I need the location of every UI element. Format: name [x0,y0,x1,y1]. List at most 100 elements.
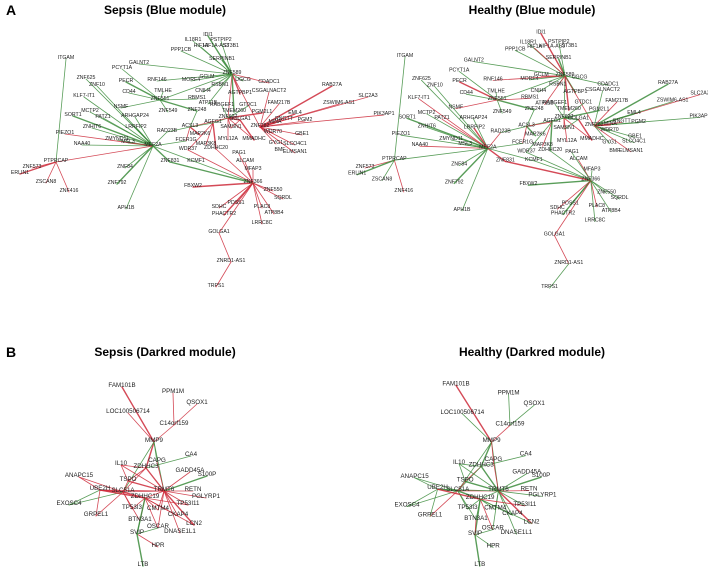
sepsis-blue-edge-znf282-rab27a [259,85,333,128]
sepsis-blue-node-gyg1: GYG1 [269,140,284,146]
sepsis-blue-node-sort1: SORT1 [64,112,81,118]
healthy-blue-edge-mef2a-ptprcap [393,147,489,161]
healthy-darkred-edge-mmp9-slc51a [457,441,493,492]
sepsis-blue-node-wdr37: WDR37 [179,146,197,152]
sepsis-darkred-edge-trmt6-zdhhc19 [144,490,165,499]
healthy-blue-edge-mef2a-znf831 [487,147,507,163]
sepsis-darkred-node-ube2h: UBE2H [90,485,111,492]
sepsis-blue-edge-znf282-slco4c1 [259,126,296,146]
healthy-darkred-edge-trmt6-s100p [497,476,542,492]
healthy-blue-edge-znf282-gyg1 [593,125,610,144]
healthy-blue-node-il18r1: IL18R1 [520,39,537,45]
sepsis-blue-node-lrrc8c: LRRC8C [252,220,273,226]
healthy-darkred-node-s100p: S100P [532,472,551,479]
healthy-blue-edge-mef2a-znf10 [434,86,489,149]
healthy-darkred-edge-qsox1-c14orf159 [509,404,535,426]
sepsis-blue-edge-ptprcap-zscan8 [45,161,57,184]
healthy-blue-edge-znf589-tmem260 [564,75,570,111]
healthy-darkred-edge-zdhhc3-ca4 [480,455,527,467]
healthy-blue-node-pik3ap1: PIK3AP1 [689,113,708,119]
healthy-blue-node-mctp2: MCTP2 [418,110,436,116]
healthy-blue-node-map2k6: MAP2K6 [525,132,546,138]
healthy-blue-node-lrrc8c: LRRC8C [585,218,606,224]
healthy-darkred-node-il10: IL10 [453,459,466,466]
sepsis-darkred-edge-trmt6-oscar [157,490,165,529]
healthy-blue-edge-acsl3-fcer1g [522,126,527,144]
sepsis-darkred-edge-zdhhc3-trmt6 [145,467,165,492]
sepsis-darkred-edge-loc100506714-mmp9 [127,412,155,443]
healthy-darkred-edge-fam101b-mmp9 [455,384,493,443]
healthy-blue-edge-ptprcap-zscan8 [381,159,395,182]
sepsis-darkred-node-lcn2: LCN2 [186,520,202,527]
sepsis-blue-node-znf551: ZNF551 [151,96,170,102]
healthy-blue-node-znf248: ZNF248 [525,106,544,112]
healthy-blue-edge-agfg1-zdhhc20 [549,121,553,152]
sepsis-darkred-edge-svip-oscar [136,527,159,535]
healthy-blue-edge-mef2a-lrrfip2 [473,127,489,150]
healthy-blue-edge-znf589-hif1a [534,47,566,77]
healthy-blue-edge-znf282-rab27a [593,83,669,127]
sepsis-darkred-edge-zdhhc19-tp53i11 [144,497,189,506]
healthy-blue-edge-znf551-rbms1 [496,98,531,101]
sepsis-blue-edge-znf366-sdhc [218,182,254,209]
sepsis-darkred-edge-ube2h-anapc15 [78,476,101,491]
sepsis-blue-edge-znf589-cdadc1 [231,73,270,84]
healthy-darkred-node-dnase1l1: DNASE1L1 [501,529,533,536]
healthy-blue-edge-znf282-csgalnact2 [593,90,603,127]
sepsis-blue-edge-znf551-znf549 [159,99,169,113]
healthy-blue-node-fbxw2: FBXW2 [519,181,537,187]
sepsis-blue-edge-znf551-pcyt1a [121,68,161,101]
healthy-blue-edge-znf589-znf627 [563,75,566,119]
healthy-blue-node-gyg1: GYG1 [602,139,617,145]
healthy-blue-edge-znf589-znf551 [496,75,566,101]
sepsis-darkred-edge-trmt6-s100p [163,475,208,492]
healthy-blue-node-atp8b4: ATP8B4 [602,208,621,214]
sepsis-blue-edge-znf551-rbms1 [159,98,198,101]
healthy-blue-edge-znf366-fbxw2 [527,179,592,186]
sepsis-blue-node-tmlhe: TMLHE [154,88,172,94]
sepsis-darkred-edge-ube2h-zdhhc19 [99,489,146,499]
sepsis-blue-node-slc2a3: SLC2A3 [358,93,377,99]
sepsis-blue-node-rngtt: RNGTT [275,116,294,122]
sepsis-darkred-edge-trmt6-ube2h [99,489,165,492]
healthy-blue-edge-znf366-zdhhc20 [549,150,592,182]
sepsis-darkred-edge-zdhhc19-lcn2 [144,497,195,526]
sepsis-darkred-edge-slc51a-grpel1 [95,491,124,517]
healthy-blue-edge-znf627-rabgef1 [554,103,565,119]
healthy-darkred-node-exosc4: EXOSC4 [394,502,420,509]
sepsis-blue-edge-znf589-cnih4 [202,73,233,93]
healthy-darkred-edge-slc51a-anapc15 [414,477,459,492]
sepsis-blue-node-ptprcap: PTPRCAP [44,158,69,164]
sepsis-blue-edge-znf589-hif1a [200,46,233,75]
sepsis-darkred-edge-fam101b-mmp9 [121,386,155,443]
sepsis-blue-node-gtdc1: GTDC1 [239,102,257,108]
sepsis-blue-node-gclm: GCLM [200,74,215,80]
sepsis-darkred-edge-c14orf159-mmp9 [153,424,175,443]
healthy-blue-edge-znf366-atp8b4 [590,180,612,213]
healthy-blue-node-tmem260: TMEM260 [557,106,581,112]
healthy-blue-edge-znf282-slco4c1 [593,125,635,144]
sepsis-blue-node-agfg1: AGFG1 [204,119,222,125]
sepsis-blue-edge-mef2a-znf831 [152,145,171,163]
sepsis-blue-node-znf550: ZNF550 [264,187,283,193]
healthy-blue-node-pecr: PECR [452,78,467,84]
healthy-blue-edge-znf589-serpinb1 [557,58,566,77]
sepsis-blue-edge-znf589-galnt2 [138,63,233,75]
healthy-darkred-edge-slc51a-exosc4 [406,490,459,508]
healthy-blue-node-znf625: ZNF625 [412,76,431,82]
healthy-blue-node-hif1a-as3: HIF1A-AS3 [539,44,565,50]
healthy-darkred-node-c14orf159: C14orf159 [496,420,525,427]
sepsis-darkred-node-svip: SVIP [130,529,144,536]
healthy-blue-node-znf627: ZNF627 [555,114,574,120]
healthy-darkred-edge-slc51a-btn3a1 [457,490,477,521]
healthy-blue-edge-znf589-ppp1cb [514,50,566,77]
sepsis-darkred-node-grpel1: GRPEL1 [84,511,109,518]
healthy-darkred-node-anapc15: ANAPC15 [400,473,429,480]
sepsis-darkred-edge-mmp9-zdhhc3 [145,441,155,469]
sepsis-darkred-node-s100p: S100P [198,471,217,478]
sepsis-blue-node-mfap3: MFAP3 [244,166,261,172]
sepsis-blue-edge-mef2a-znhit6 [91,127,154,147]
healthy-darkred-edge-trmt6-gadd45a [497,473,528,492]
sepsis-darkred-edge-trmt6-pglyrp1 [163,490,207,499]
sepsis-darkred-node-dnase1l1: DNASE1L1 [164,528,196,535]
